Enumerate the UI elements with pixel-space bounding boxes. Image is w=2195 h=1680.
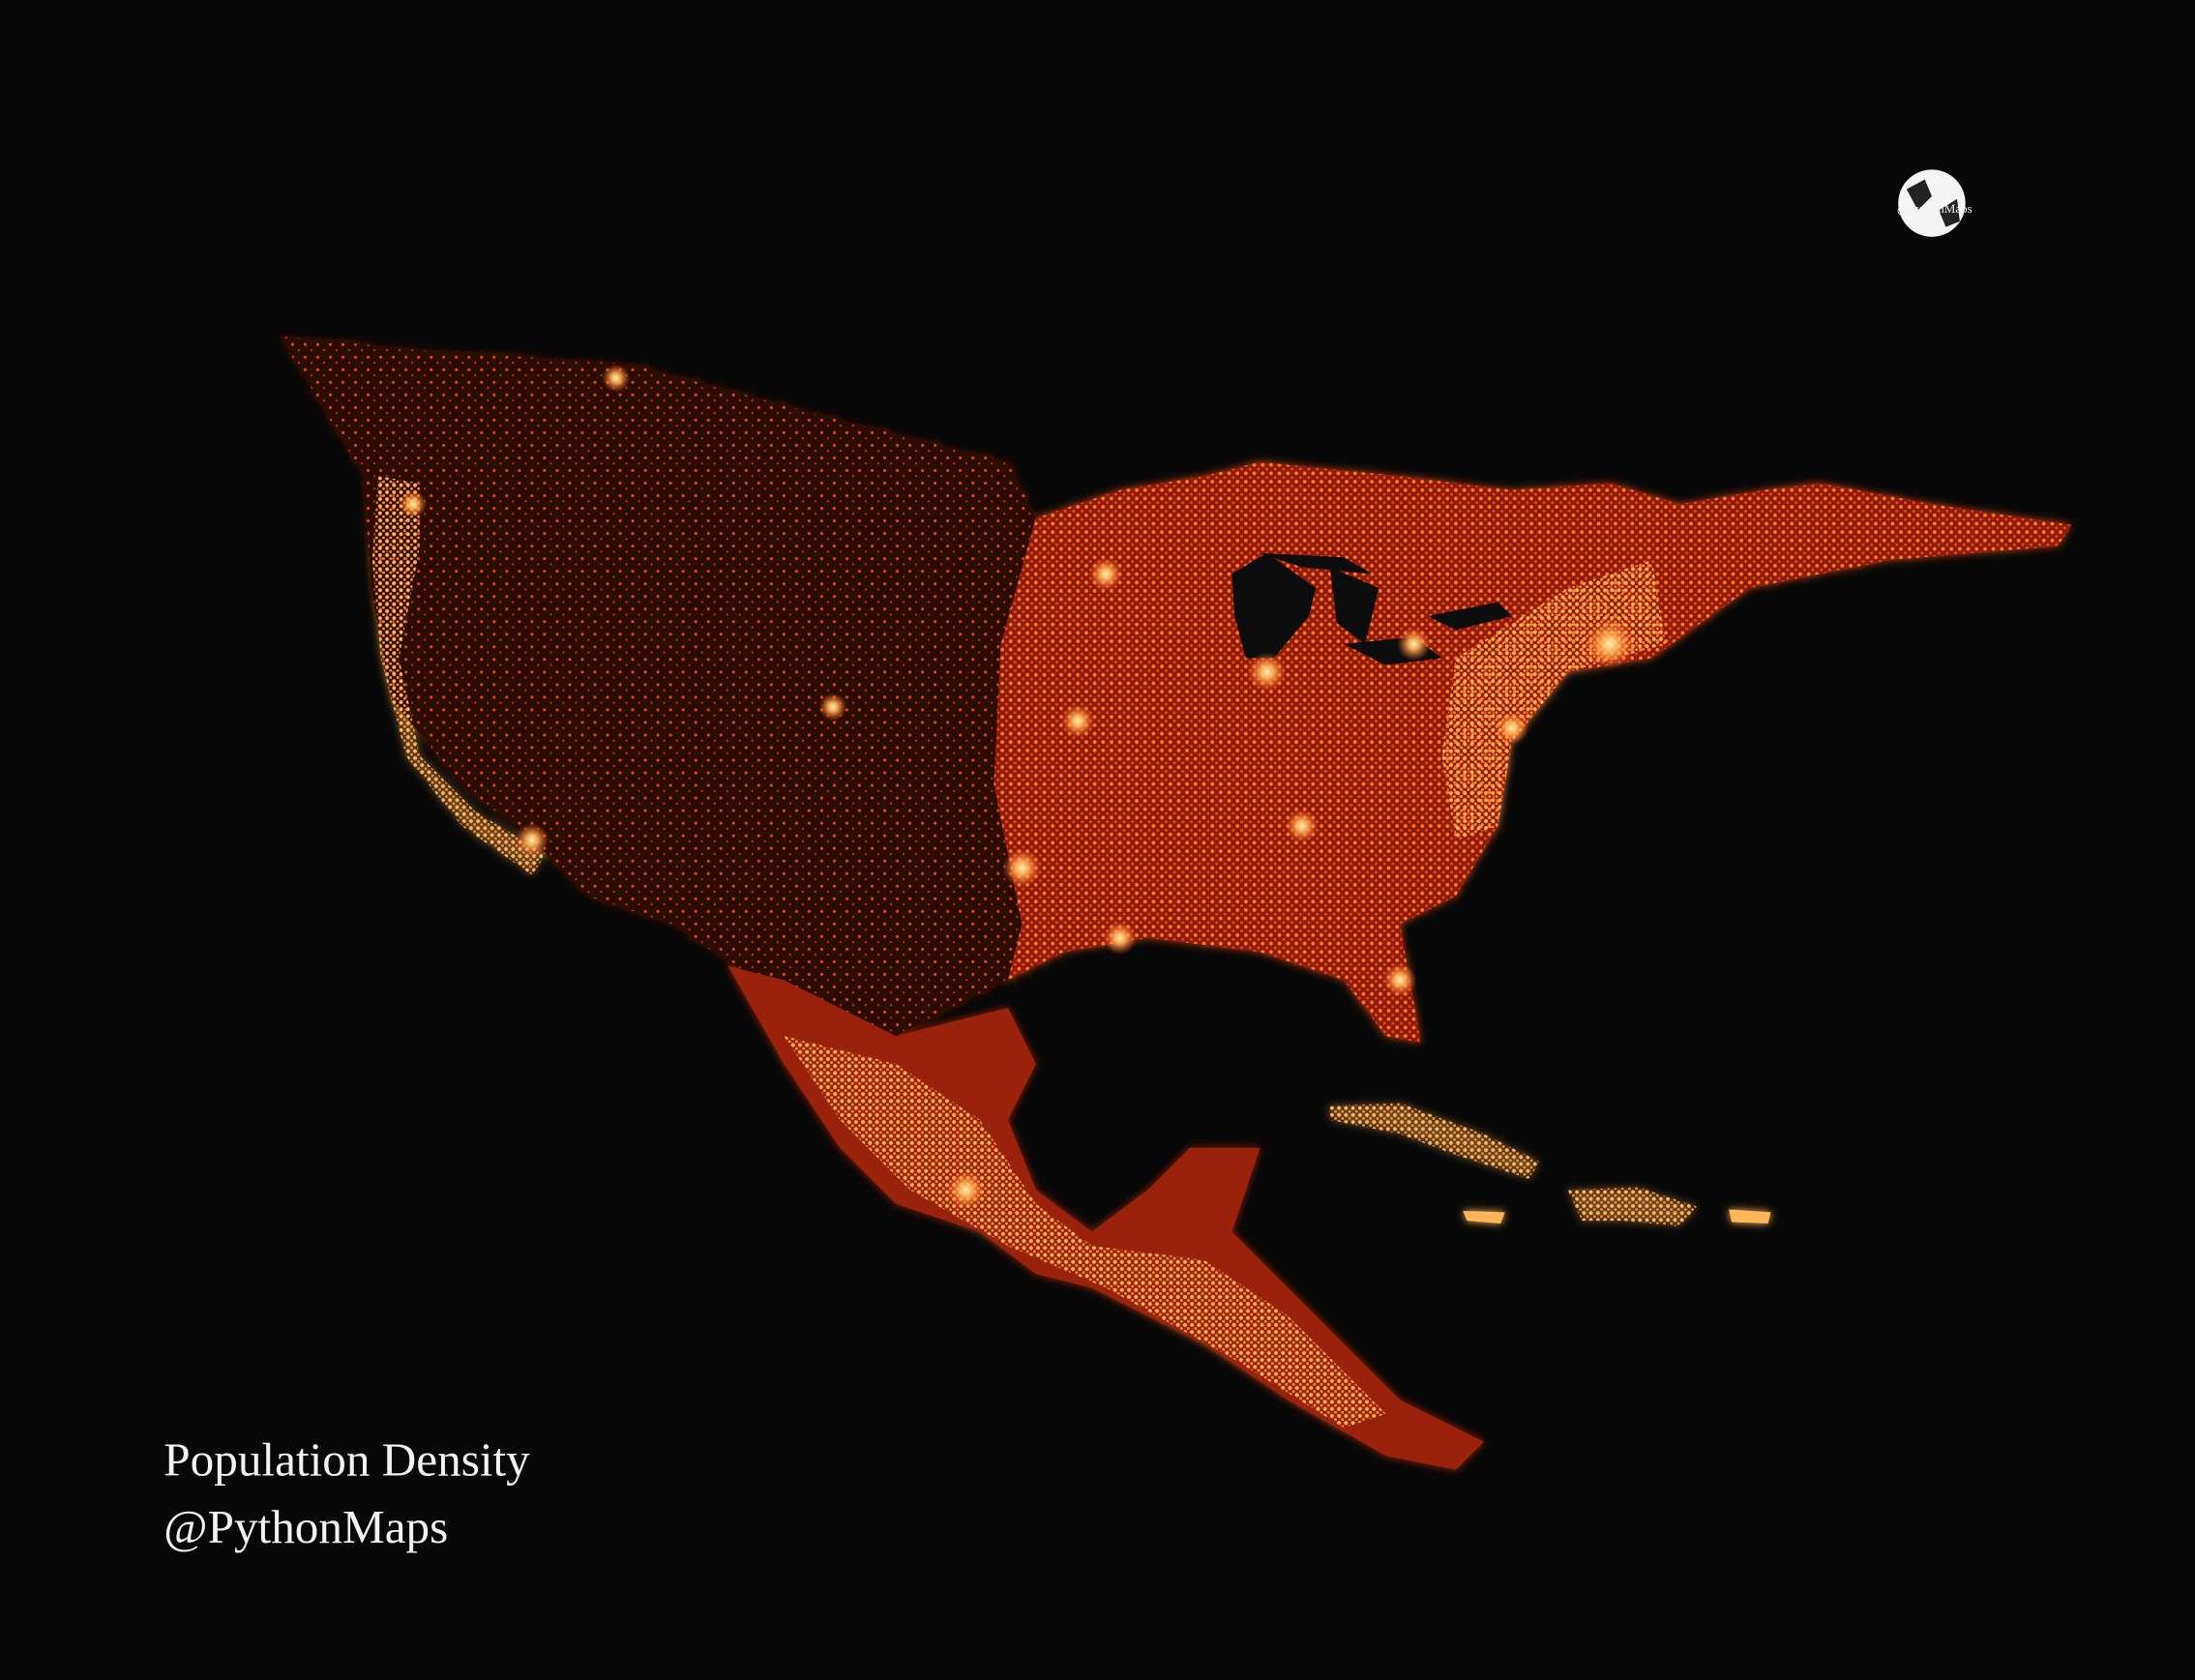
logo-text: @PythonMaps [1897,201,1973,216]
landmass [280,336,2072,1470]
city-glow [399,489,428,518]
puerto-rico [1729,1209,1771,1223]
city-lights [399,364,1636,1210]
great-lakes [1231,552,1512,665]
city-glow [1495,711,1529,746]
map-title: Population Density [163,1432,530,1486]
logo: @PythonMaps [1897,169,1973,237]
city-glow [946,1170,986,1210]
city-glow [818,693,847,722]
city-glow [515,823,549,857]
city-glow [1382,962,1417,997]
mexico-dots [784,1036,1386,1429]
east-region-dots [994,461,2072,1044]
city-glow [1585,618,1636,669]
west-coast [371,476,547,875]
logo-continents [1906,179,1960,227]
city-glow [1285,809,1320,843]
map-subtitle: @PythonMaps [163,1500,448,1553]
west-region-dots [280,336,1036,1037]
cuba [1329,1103,1540,1179]
city-glow [1002,848,1042,888]
city-glow [602,364,631,393]
jamaica [1463,1210,1505,1223]
mexico-central-america [727,965,1484,1470]
city-glow [1103,921,1138,956]
hispaniola [1567,1187,1697,1226]
city-glow [1247,652,1287,693]
city-glow [1060,704,1095,738]
city-glow [1088,557,1123,591]
city-glow [1397,627,1431,662]
